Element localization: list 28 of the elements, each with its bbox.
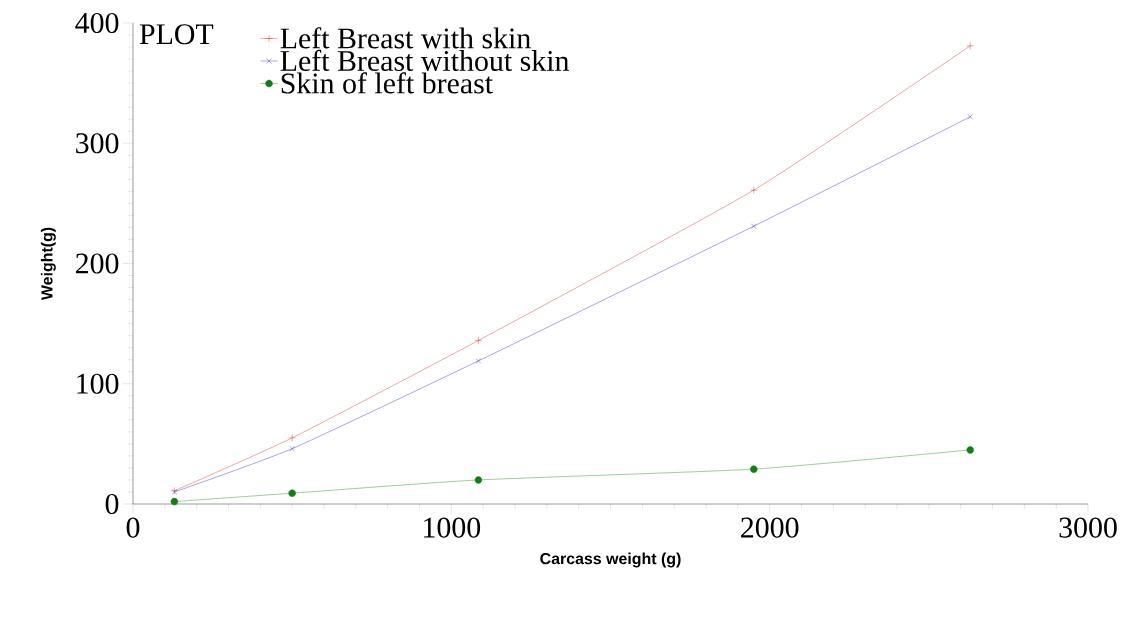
y-tick-label: 300	[76, 133, 119, 154]
legend-label: Left Breast without skin	[280, 49, 570, 72]
point	[967, 114, 973, 120]
point	[474, 336, 483, 345]
point	[750, 465, 758, 473]
point	[288, 489, 296, 497]
y-tick-label: 400	[75, 12, 119, 34]
x-tick-label: 1000	[424, 517, 481, 538]
point	[474, 476, 483, 484]
point	[475, 358, 482, 364]
legend-title: PLOT	[139, 24, 214, 45]
point	[750, 186, 758, 194]
legend-label: Left Breast with skin	[280, 27, 531, 49]
y-tick-label: 200	[75, 253, 119, 274]
x-tick-label: 3000	[1059, 517, 1117, 538]
point	[751, 223, 757, 229]
y-axis-title: Weight(g)	[40, 227, 56, 301]
point	[289, 446, 295, 452]
point	[288, 434, 296, 442]
x-tick-label: 2000	[741, 517, 799, 538]
x-axis-title: Carcass weight (g)	[540, 552, 681, 568]
point	[966, 42, 974, 50]
point	[170, 497, 179, 506]
y-tick-label: 0	[105, 493, 119, 515]
x-tick-label: 0	[126, 517, 140, 538]
point	[966, 446, 974, 454]
y-tick-label: 100	[77, 373, 119, 394]
legend-label: Skin of left breast	[281, 72, 493, 94]
